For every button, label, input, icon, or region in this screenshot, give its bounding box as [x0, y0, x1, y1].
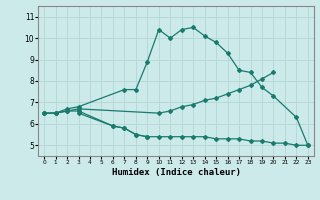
X-axis label: Humidex (Indice chaleur): Humidex (Indice chaleur): [111, 168, 241, 177]
